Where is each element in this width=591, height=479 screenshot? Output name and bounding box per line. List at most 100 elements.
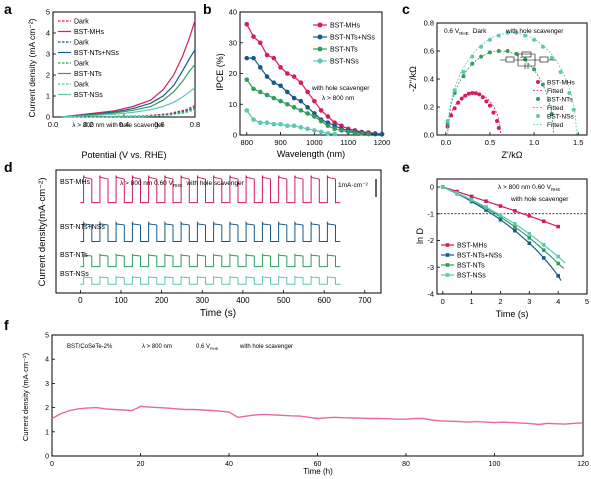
legend-label: BST-NSs	[457, 273, 486, 280]
data-point	[298, 80, 304, 86]
y-tick-label: 0.6	[424, 47, 434, 56]
data-point	[325, 131, 331, 136]
annotation-e-hs: with hole scavenger	[510, 196, 569, 203]
y-tick-label: -2	[427, 236, 434, 245]
data-point	[513, 209, 517, 213]
data-point	[513, 222, 517, 226]
legend-label: Fitted	[547, 88, 564, 95]
data-point	[459, 96, 464, 101]
data-point	[251, 86, 256, 92]
legend-marker	[536, 97, 540, 101]
x-tick-label: 1.0	[529, 138, 539, 147]
series-line	[61, 20, 196, 118]
data-point	[278, 121, 283, 127]
y-tick-label: 30	[229, 38, 237, 47]
data-point	[456, 100, 461, 105]
legend-marker	[317, 34, 323, 40]
data-point	[325, 114, 331, 119]
data-point	[484, 208, 488, 212]
series-group-e	[437, 185, 587, 281]
panel-label-a: a	[4, 1, 12, 17]
data-point	[359, 131, 365, 136]
data-point	[513, 228, 517, 233]
x-tick-label: 0	[441, 297, 445, 306]
axis-ticks-b: 800 900 1000 1100 1200 0 10 20 30 40	[229, 8, 391, 148]
legend-label: BST-NTs+NSs	[74, 50, 119, 57]
data-point	[541, 248, 546, 252]
legend-label: BST-NTs	[547, 97, 573, 104]
data-point	[556, 274, 560, 278]
legend-label: Fitted	[547, 105, 564, 112]
data-point	[312, 98, 317, 104]
y-tick-label: 0	[430, 183, 434, 192]
axis-ticks-c: 0.0 0.5 1.0 1.5 0.0 0.2 0.4 0.6 0.8	[424, 19, 584, 148]
data-point	[318, 108, 324, 113]
x-tick-label: 0	[50, 461, 54, 468]
y-tick-label: -1	[427, 209, 434, 218]
data-point	[505, 49, 510, 53]
legend-e: BST-MHs BST-NTs+NSs BST-NTs BST-NSs	[441, 243, 502, 280]
series-line	[51, 405, 584, 426]
data-point	[514, 51, 519, 56]
data-point	[496, 126, 501, 130]
legend-label: BST-NTs	[330, 47, 358, 54]
legend-label: BST-MHs	[74, 29, 104, 36]
x-tick-label: 80	[402, 461, 410, 468]
x-tick-label: 0.2	[83, 120, 93, 129]
x-tick-label: 500	[277, 296, 291, 305]
series-group-f	[51, 405, 584, 426]
series-group-c	[445, 30, 577, 136]
y-axis-label-c: -Z''/kΩ	[408, 66, 418, 92]
series-group-b	[244, 22, 385, 137]
y-tick-label: -4	[427, 290, 434, 299]
legend-label: BST-NTs+NSs	[330, 35, 375, 42]
data-point	[264, 120, 270, 125]
x-tick-label: 0.0	[48, 120, 58, 129]
y-tick-label: 1	[46, 92, 50, 101]
x-tick-label: 4	[556, 297, 560, 306]
data-point	[312, 114, 317, 119]
data-point	[498, 213, 503, 217]
data-point	[473, 91, 478, 96]
series-line	[80, 220, 341, 242]
annotation-c-hs: with hole scavenger	[505, 28, 564, 35]
x-axis-label-e: Time (s)	[496, 309, 529, 319]
y-tick-label: 20	[229, 69, 237, 78]
data-point	[514, 30, 519, 35]
data-point	[513, 225, 517, 229]
y-tick-label: 5	[46, 8, 50, 17]
data-point	[469, 198, 474, 202]
legend-marker	[445, 263, 450, 267]
data-point	[251, 34, 256, 39]
equivalent-circuit-icon	[500, 51, 556, 69]
data-point	[549, 112, 554, 116]
x-axis-label-a: Potential (V vs. RHE)	[81, 150, 166, 160]
data-point	[505, 30, 510, 35]
y-tick-label: 2	[46, 71, 50, 80]
data-point	[244, 108, 250, 113]
y-tick-label: 3	[46, 50, 50, 59]
legend-marker	[317, 22, 323, 28]
panel-f: f 0 20 40 60 80 100 120 0 1 2 3 4 5 BST/CoSeTe-2% λ …	[4, 317, 589, 476]
legend-label: BST-NSs	[330, 59, 359, 66]
data-point	[495, 119, 499, 123]
legend-marker	[317, 46, 323, 52]
data-point	[251, 55, 256, 61]
y-tick-label: 0.0	[424, 131, 434, 140]
data-point	[440, 185, 445, 189]
data-point	[477, 92, 482, 97]
x-tick-label: 120	[577, 461, 589, 468]
panel-label-b: b	[203, 1, 212, 17]
axis-ticks-e: 0 1 2 3 4 5 0 -1 -2 -3 -4	[427, 183, 589, 306]
data-point	[298, 108, 304, 113]
panel-a: a 0.0 0.2 0.4 0.6 0.8 0 1 2 3 4 5 Dark BST-MHs Dark B…	[4, 1, 200, 160]
plot-frame-f	[51, 334, 584, 457]
annotation-b-1: with hole scavenger	[311, 85, 370, 92]
data-point	[285, 123, 290, 129]
series-label: BST-MHs	[60, 179, 90, 186]
data-point	[523, 57, 528, 62]
x-axis-label-b: Wavelength (nm)	[277, 149, 345, 159]
data-point	[264, 74, 270, 79]
data-point	[372, 131, 378, 137]
data-point	[556, 254, 560, 259]
